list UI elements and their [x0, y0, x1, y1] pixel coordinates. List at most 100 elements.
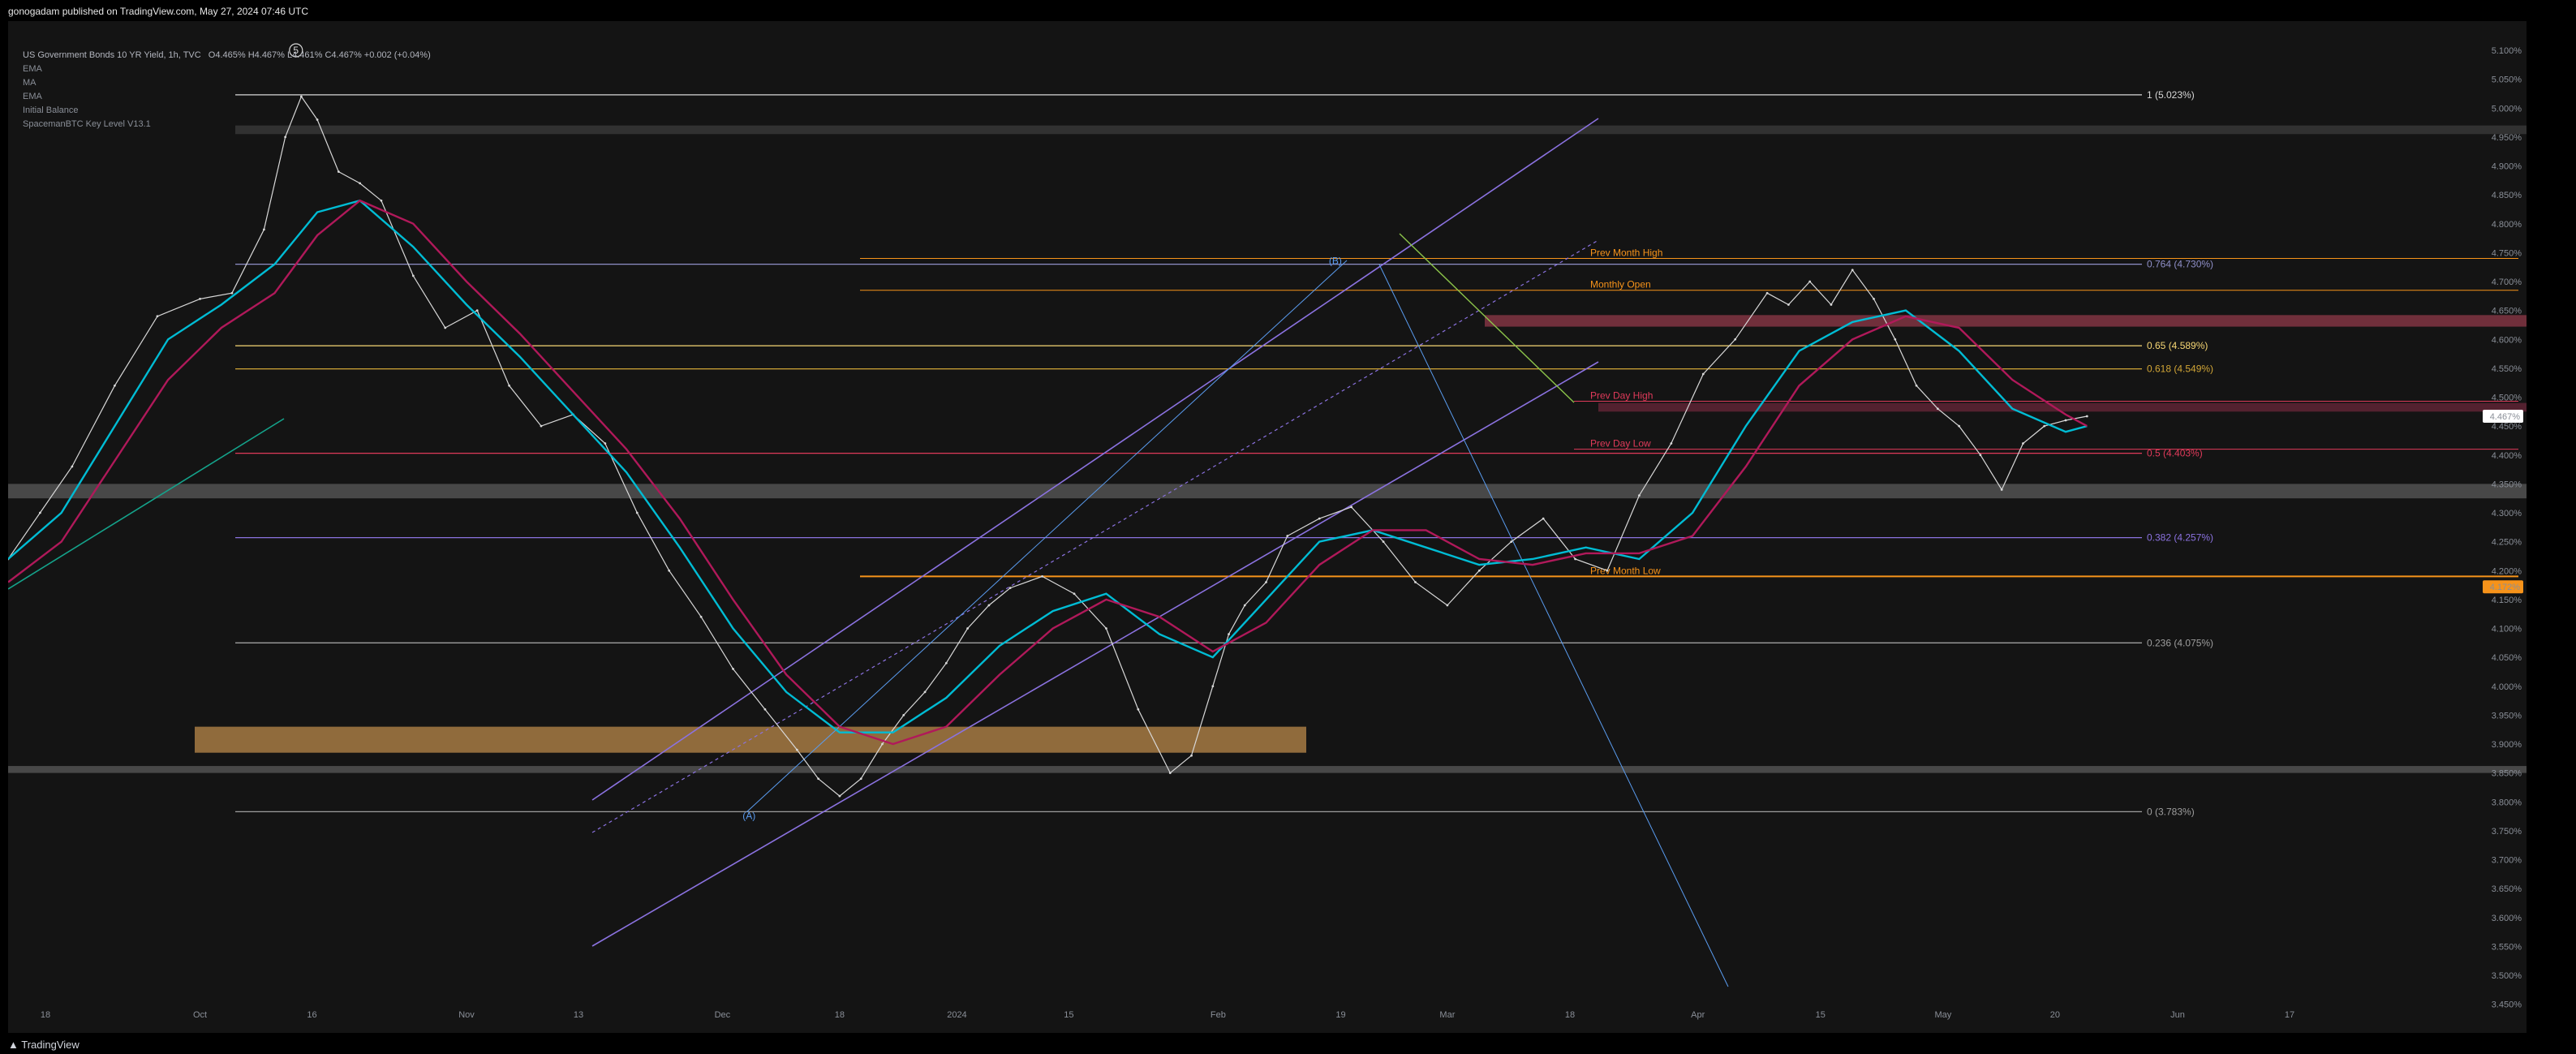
data-point [199, 297, 201, 300]
y-axis-tick: 4.400% [2492, 451, 2522, 461]
chart-panel[interactable]: 1 (5.023%) 0.764 (4.730%) 0.65 (4.589%) 0.6… [8, 21, 2527, 1033]
data-point [299, 95, 303, 98]
legend-indicator[interactable]: Initial Balance [23, 105, 79, 115]
data-point [1606, 569, 1609, 572]
fib-level-label: 0 (3.783%) [2147, 806, 2195, 817]
x-axis-tick: 20 [2050, 1010, 2060, 1020]
data-point [1830, 303, 1833, 306]
y-axis-tick: 5.100% [2492, 46, 2522, 56]
y-axis-tick: 4.550% [2492, 364, 2522, 374]
trend-line [591, 118, 1599, 801]
data-series-line [8, 95, 2088, 797]
data-point [1190, 754, 1193, 757]
data-point [316, 118, 319, 121]
fib-level-label: 1 (5.023%) [2147, 89, 2195, 101]
y-axis-tick: 4.900% [2492, 162, 2522, 172]
y-axis-tick: 3.650% [2492, 884, 2522, 894]
fib-level-label: 0.382 (4.257%) [2147, 532, 2213, 544]
x-axis-tick: 2024 [947, 1010, 966, 1020]
wave-label-a: (A) [742, 811, 755, 822]
y-axis-tick: 4.650% [2492, 307, 2522, 316]
x-axis-tick: 19 [1335, 1010, 1345, 1020]
data-point [1105, 627, 1107, 630]
tradingview-logo[interactable]: ▲ TradingView [8, 1039, 80, 1051]
y-axis-tick: 3.550% [2492, 942, 2522, 952]
y-axis-tick: 3.900% [2492, 740, 2522, 750]
chart-legend: US Government Bonds 10 YR Yield, 1h, TVC… [23, 49, 431, 131]
price-chart[interactable]: 1 (5.023%) 0.764 (4.730%) 0.65 (4.589%) 0.6… [8, 21, 2527, 1033]
data-point [1936, 407, 1939, 411]
publish-text: gonogadam published on TradingView.com, … [8, 6, 309, 17]
key-level-label: Prev Day Low [1590, 438, 1651, 450]
data-point [1382, 540, 1385, 544]
data-point [763, 708, 767, 711]
legend-indicator[interactable]: SpacemanBTC Key Level V13.1 [23, 119, 151, 129]
x-axis-tick: May [1935, 1010, 1952, 1020]
trend-line [1378, 264, 1729, 987]
x-axis-tick: Mar [1439, 1010, 1455, 1020]
x-axis-tick: Jun [2170, 1010, 2185, 1020]
data-point [1286, 535, 1289, 537]
y-axis-tick: 3.850% [2492, 769, 2522, 779]
data-point [114, 384, 116, 387]
data-point [508, 384, 510, 387]
data-series-line [8, 199, 2088, 746]
data-point [635, 511, 639, 514]
data-point [966, 627, 969, 630]
footer-brand: TradingView [21, 1039, 80, 1051]
data-point [732, 667, 734, 670]
fib-level-label: 0.236 (4.075%) [2147, 637, 2213, 648]
y-axis-tick: 4.750% [2492, 248, 2522, 258]
x-axis-tick: 16 [307, 1010, 316, 1020]
key-level-label: Prev Day High [1590, 389, 1653, 401]
data-point [1542, 517, 1545, 520]
legend-indicator[interactable]: MA [23, 78, 37, 88]
tradingview-logo-icon: ▲ [8, 1039, 19, 1051]
data-point [2043, 424, 2046, 428]
data-point [262, 228, 265, 231]
y-axis-tick: 3.600% [2492, 914, 2522, 923]
y-axis-tick: 4.950% [2492, 133, 2522, 143]
data-point [156, 315, 159, 318]
data-point [1510, 540, 1513, 544]
x-axis-tick: Oct [193, 1010, 207, 1020]
y-axis-tick: 4.050% [2492, 653, 2522, 663]
y-axis-tick: 4.600% [2492, 335, 2522, 345]
data-point [1414, 581, 1417, 583]
y-axis-tick: 4.350% [2492, 480, 2522, 489]
data-point [1318, 517, 1321, 520]
data-point [1477, 569, 1481, 572]
y-axis-tick: 4.100% [2492, 625, 2522, 635]
zone-box [8, 484, 2527, 499]
data-point [2085, 415, 2088, 418]
price-tag-label: 4.172% [2490, 583, 2521, 592]
legend-indicator[interactable]: EMA [23, 92, 42, 101]
x-axis-tick: 15 [1064, 1010, 1073, 1020]
x-axis-tick: Feb [1211, 1010, 1226, 1020]
data-point [1851, 269, 1854, 272]
data-point [540, 424, 543, 428]
legend-indicator[interactable]: EMA [23, 64, 42, 74]
data-point [795, 748, 798, 751]
data-point [230, 291, 234, 295]
x-axis-tick: 13 [574, 1010, 583, 1020]
key-level-label: Prev Month High [1590, 247, 1662, 259]
data-point [380, 199, 383, 202]
data-series-line [8, 199, 2088, 733]
y-axis-tick: 5.050% [2492, 75, 2522, 85]
annotation-circle-icon [289, 43, 303, 58]
price-tag-label: 4.467% [2490, 412, 2521, 422]
data-point [1894, 338, 1897, 341]
data-point [284, 136, 287, 139]
y-axis-tick: 4.000% [2492, 682, 2522, 692]
trend-line [1399, 233, 1575, 403]
y-axis-tick: 3.500% [2492, 971, 2522, 981]
data-point [817, 777, 820, 781]
fib-level-label: 0.5 (4.403%) [2147, 448, 2203, 459]
data-point [1873, 297, 1875, 300]
legend-symbol-row[interactable]: US Government Bonds 10 YR Yield, 1h, TVC… [23, 49, 431, 62]
x-axis-tick: 18 [41, 1010, 50, 1020]
zone-box [235, 125, 2527, 135]
y-axis-tick: 4.200% [2492, 566, 2522, 576]
data-point [1765, 291, 1769, 295]
